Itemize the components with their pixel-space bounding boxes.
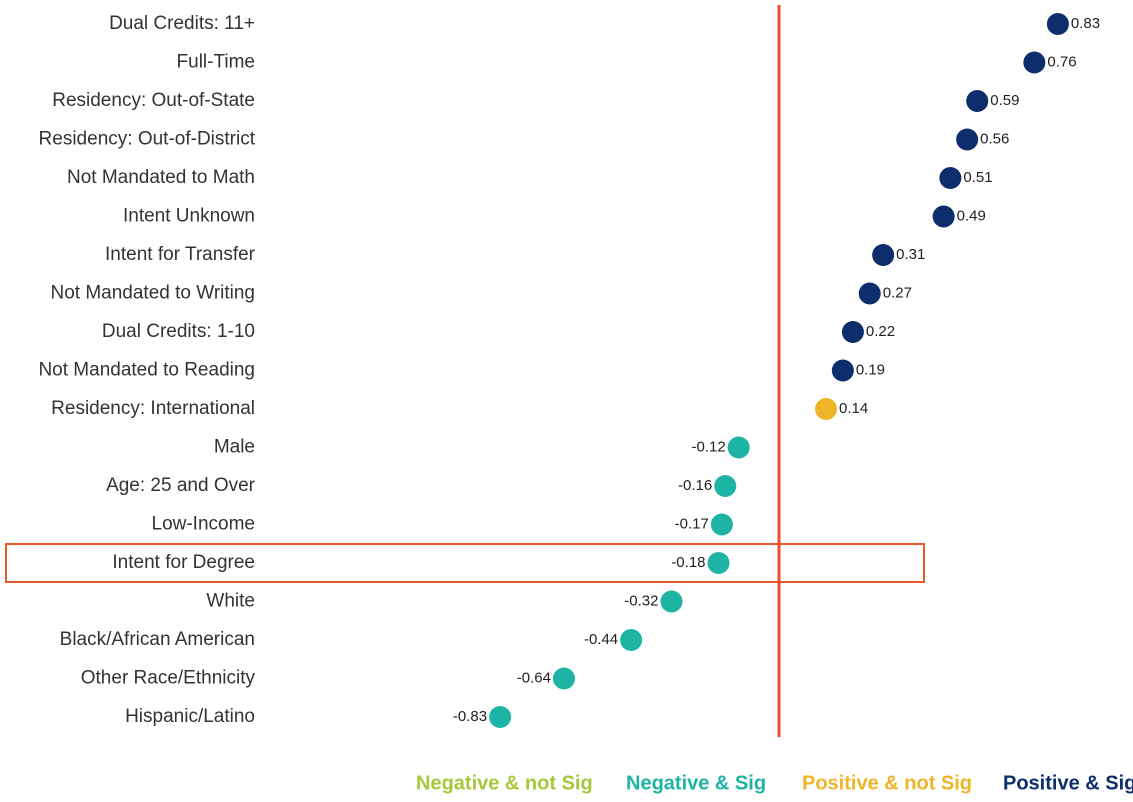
category-label: Residency: Out-of-State	[52, 90, 255, 111]
category-label: Dual Credits: 11+	[109, 13, 255, 34]
dot	[660, 590, 683, 613]
category-label: White	[206, 591, 255, 612]
dot	[727, 436, 750, 459]
legend-entry: Positive & Sig	[1003, 772, 1133, 794]
dot	[956, 128, 979, 151]
category-label: Residency: Out-of-District	[39, 129, 256, 150]
legend-entry: Positive & not Sig	[802, 772, 972, 794]
dot	[710, 513, 733, 536]
legend-entry: Negative & not Sig	[416, 772, 593, 794]
category-label: Intent for Degree	[112, 552, 255, 573]
value-label: -0.18	[671, 554, 705, 571]
dot	[707, 552, 730, 574]
dot	[620, 629, 643, 651]
dot	[1023, 51, 1046, 74]
value-label: -0.64	[517, 669, 551, 686]
value-label: 0.22	[866, 323, 895, 340]
legend-entry: Negative & Sig	[626, 772, 766, 794]
dot	[714, 475, 737, 497]
category-label: Full-Time	[177, 52, 255, 73]
value-label: -0.17	[675, 515, 709, 532]
dot	[932, 205, 955, 228]
value-label: -0.16	[678, 477, 712, 494]
category-label: Not Mandated to Writing	[50, 283, 255, 304]
category-label: Not Mandated to Math	[67, 167, 255, 188]
value-label: 0.59	[990, 92, 1019, 109]
value-label: -0.32	[624, 592, 658, 609]
category-label: Male	[214, 437, 255, 458]
category-label: Other Race/Ethnicity	[81, 668, 256, 689]
category-label: Age: 25 and Over	[106, 475, 256, 496]
dot	[966, 90, 989, 112]
value-label: 0.76	[1047, 53, 1076, 70]
value-label: -0.83	[453, 708, 487, 725]
highlight-box	[5, 543, 925, 583]
value-label: 0.83	[1071, 15, 1100, 32]
dot	[841, 321, 864, 343]
dot	[872, 244, 895, 266]
category-label: Intent Unknown	[123, 206, 255, 227]
category-label: Residency: International	[51, 398, 255, 419]
dot	[552, 667, 575, 690]
dot	[939, 167, 962, 189]
value-label: 0.49	[957, 207, 986, 224]
value-label: 0.27	[883, 284, 912, 301]
dot	[1046, 13, 1069, 35]
category-label: Dual Credits: 1-10	[102, 321, 255, 342]
value-label: 0.14	[839, 400, 868, 417]
category-label: Intent for Transfer	[105, 244, 256, 265]
value-label: 0.19	[856, 361, 885, 378]
dot	[815, 398, 838, 420]
value-label: 0.31	[896, 246, 925, 263]
value-label: -0.44	[584, 631, 618, 648]
value-label: 0.56	[980, 130, 1009, 147]
value-label: -0.12	[691, 438, 725, 455]
category-label: Low-Income	[152, 514, 256, 535]
category-label: Hispanic/Latino	[125, 706, 255, 727]
value-label: 0.51	[963, 169, 992, 186]
dot	[831, 359, 854, 382]
dot	[489, 706, 512, 728]
category-label: Not Mandated to Reading	[38, 360, 255, 381]
category-label: Black/African American	[60, 629, 255, 650]
dot	[858, 282, 881, 305]
